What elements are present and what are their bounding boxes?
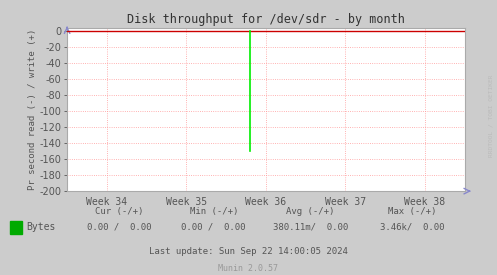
Text: Week 36: Week 36 (246, 197, 286, 207)
Text: RRDTOOL / TOBI OETIKER: RRDTOOL / TOBI OETIKER (489, 74, 494, 157)
Text: 0.00 /  0.00: 0.00 / 0.00 (181, 222, 246, 231)
Text: Cur (-/+): Cur (-/+) (95, 207, 144, 216)
Text: Max (-/+): Max (-/+) (388, 207, 437, 216)
Text: Avg (-/+): Avg (-/+) (286, 207, 335, 216)
Text: Munin 2.0.57: Munin 2.0.57 (219, 264, 278, 273)
Text: Week 38: Week 38 (405, 197, 445, 207)
Text: Week 37: Week 37 (325, 197, 366, 207)
Text: 3.46k/  0.00: 3.46k/ 0.00 (380, 222, 445, 231)
Y-axis label: Pr second read (-) / write (+): Pr second read (-) / write (+) (28, 29, 37, 190)
Text: Last update: Sun Sep 22 14:00:05 2024: Last update: Sun Sep 22 14:00:05 2024 (149, 247, 348, 256)
Text: Week 34: Week 34 (86, 197, 127, 207)
Text: 0.00 /  0.00: 0.00 / 0.00 (87, 222, 152, 231)
Text: Bytes: Bytes (26, 222, 55, 232)
Text: Week 35: Week 35 (166, 197, 207, 207)
Text: 380.11m/  0.00: 380.11m/ 0.00 (273, 222, 348, 231)
Text: Min (-/+): Min (-/+) (189, 207, 238, 216)
Title: Disk throughput for /dev/sdr - by month: Disk throughput for /dev/sdr - by month (127, 13, 405, 26)
